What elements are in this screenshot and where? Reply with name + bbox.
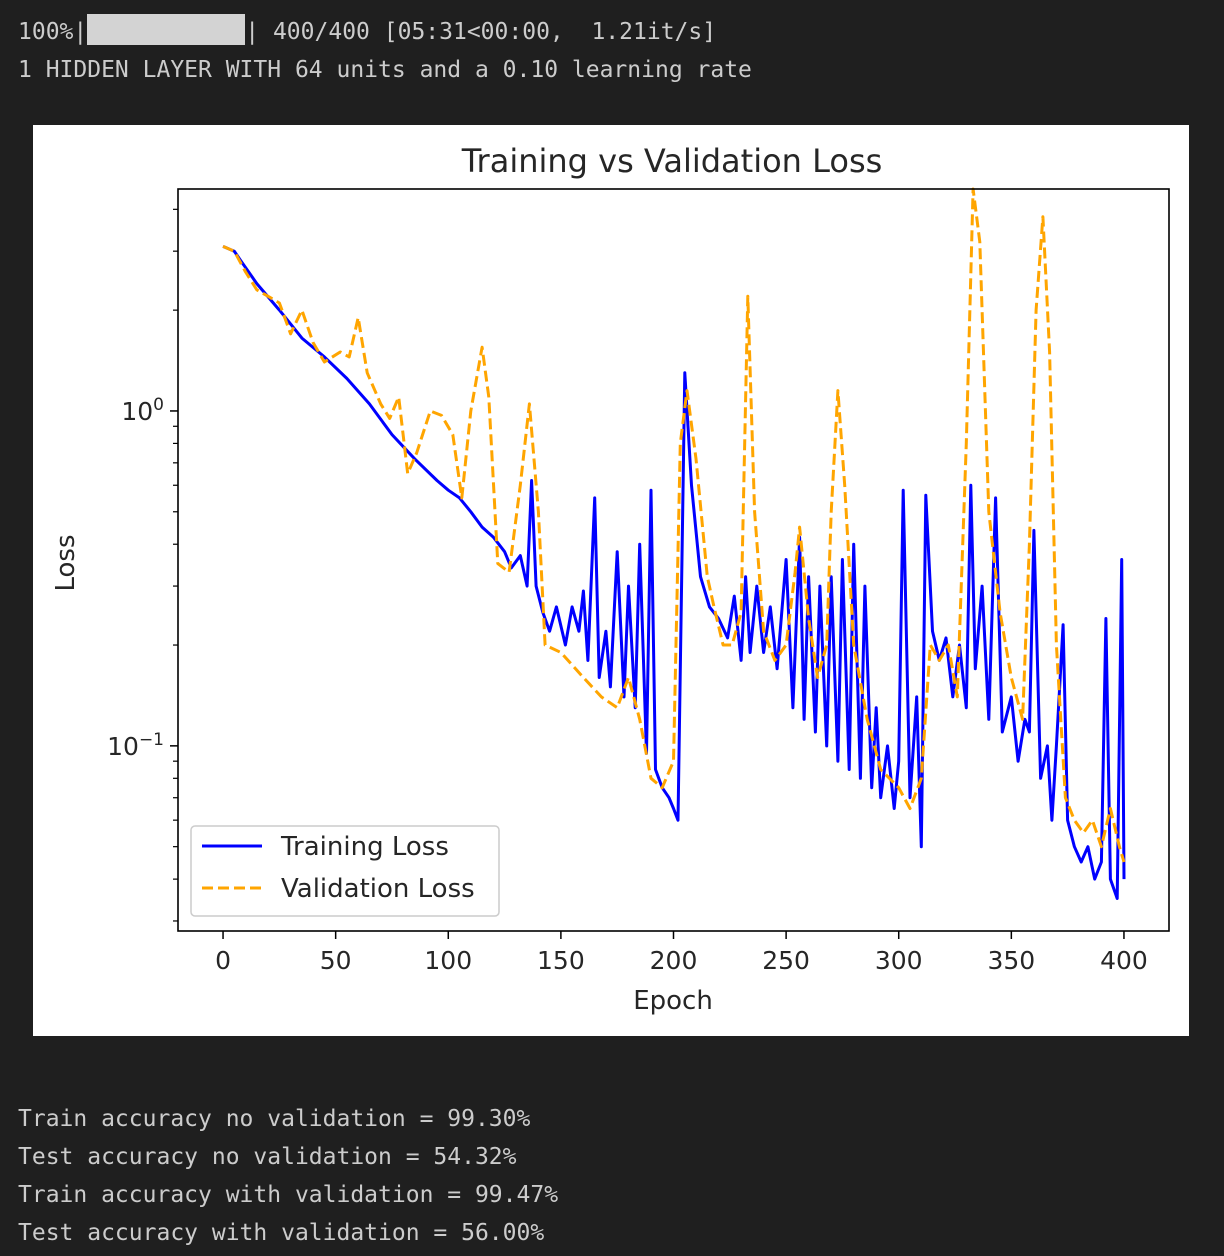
- chart-title: Training vs Validation Loss: [461, 142, 883, 180]
- x-tick-label: 150: [537, 946, 585, 975]
- loss-chart: Training vs Validation Loss Epoch Loss 0…: [51, 142, 1170, 1016]
- x-tick-label: 250: [762, 946, 810, 975]
- legend-frame: [190, 825, 500, 917]
- metric-line: Train accuracy no validation = 99.30%: [18, 1106, 531, 1132]
- series-line-1: [222, 187, 1126, 863]
- metric-line: Train accuracy with validation = 99.47%: [18, 1182, 559, 1208]
- x-tick-label: 50: [320, 946, 352, 975]
- progress-bar: [87, 13, 246, 51]
- metric-line: Test accuracy no validation = 54.32%: [18, 1144, 517, 1170]
- x-tick-label: 100: [424, 946, 472, 975]
- progress-percent: 100%: [18, 19, 74, 45]
- metric-line: Test accuracy with validation = 56.00%: [18, 1220, 545, 1246]
- x-tick-label: 0: [215, 946, 231, 975]
- legend-label-training: Training Loss: [280, 832, 449, 862]
- axes-frame: [177, 188, 1170, 932]
- plot-area: [222, 187, 1126, 900]
- progress-bar-fill: [87, 14, 246, 45]
- x-tick-label: 400: [1100, 946, 1148, 975]
- config-line: 1 HIDDEN LAYER WITH 64 units and a 0.10 …: [18, 57, 752, 83]
- plot-output: Training vs Validation Loss Epoch Loss 0…: [33, 125, 1189, 1036]
- y-axis-label: Loss: [51, 534, 81, 591]
- x-tick-label: 200: [650, 946, 698, 975]
- series-line-0: [222, 245, 1126, 900]
- axis-ticks: 0 50 100 150 200 250 300 350 400 100 10−1: [107, 208, 1148, 975]
- y-tick-label: 10−1: [107, 730, 164, 761]
- progress-count: 400/400: [272, 19, 370, 45]
- x-axis-label: Epoch: [633, 986, 713, 1016]
- x-tick-label: 350: [987, 946, 1035, 975]
- chart-legend: Training Loss Validation Loss: [190, 825, 500, 917]
- progress-timing: [05:31<00:00, 1.21it/s]: [383, 19, 717, 45]
- x-tick-label: 300: [875, 946, 923, 975]
- metrics-output: Train accuracy no validation = 99.30% Te…: [18, 1100, 558, 1252]
- progress-line: 100%| | 400/400 [05:31<00:00, 1.21it/s]: [18, 13, 716, 51]
- y-tick-label: 100: [121, 395, 164, 426]
- legend-label-validation: Validation Loss: [281, 874, 475, 904]
